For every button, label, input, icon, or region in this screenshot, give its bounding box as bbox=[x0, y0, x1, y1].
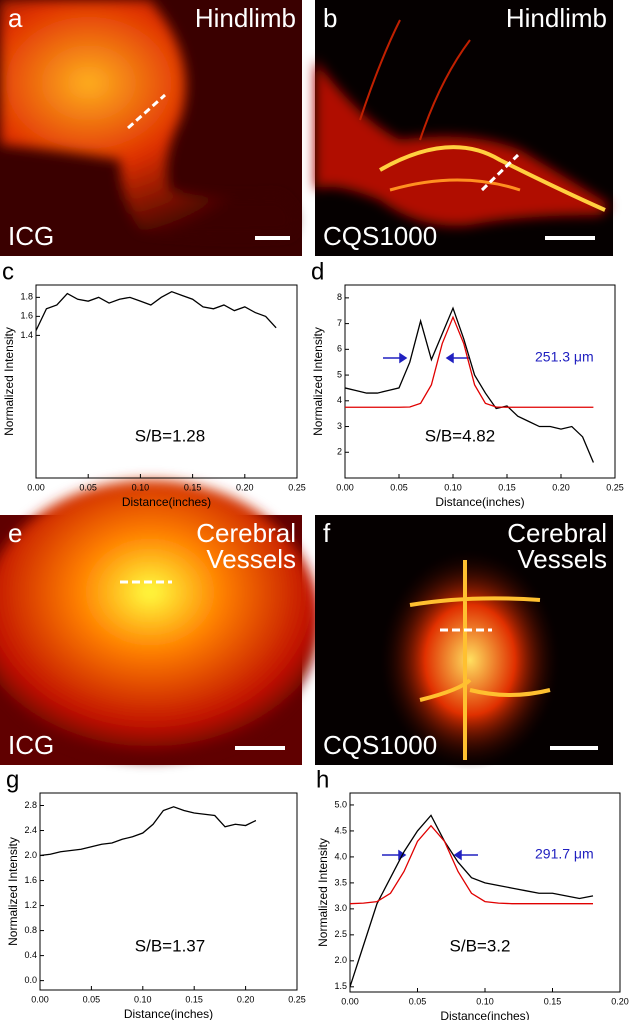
data-line bbox=[39, 806, 257, 857]
image-label: ICG bbox=[8, 221, 54, 251]
panel-letter: a bbox=[8, 3, 23, 33]
x-tick-label: 0.10 bbox=[134, 994, 152, 1004]
annotation: S/B=4.82 bbox=[425, 426, 495, 445]
y-tick-label: 1.4 bbox=[20, 330, 33, 340]
y-tick-label: 4 bbox=[337, 395, 342, 405]
image-b bbox=[315, 0, 613, 256]
x-tick-label: 0.20 bbox=[237, 994, 255, 1004]
x-tick-label: 0.10 bbox=[132, 482, 150, 492]
x-tick-label: 0.05 bbox=[79, 482, 97, 492]
y-tick-label: 4.0 bbox=[334, 851, 347, 861]
annotation: S/B=1.37 bbox=[135, 936, 205, 955]
plot-frame bbox=[35, 284, 298, 479]
data-line bbox=[349, 824, 593, 905]
y-tick-label: 2.0 bbox=[24, 850, 37, 860]
image-title: Hindlimb bbox=[506, 3, 607, 33]
x-tick-label: 0.25 bbox=[606, 482, 624, 492]
x-tick-label: 0.10 bbox=[476, 996, 494, 1006]
data-line bbox=[344, 306, 594, 463]
panel-letter: c bbox=[2, 258, 14, 285]
image-title: Vessels bbox=[517, 544, 607, 574]
panel-letter: g bbox=[6, 766, 19, 793]
x-axis-label: Distance(inches) bbox=[122, 495, 211, 509]
annotation: 291.7 μm bbox=[535, 846, 594, 862]
image-f bbox=[315, 515, 613, 770]
y-tick-label: 1.6 bbox=[24, 875, 37, 885]
y-axis-label: Normalized Intensity bbox=[6, 837, 20, 946]
annotation: 251.3 μm bbox=[535, 349, 594, 365]
y-tick-label: 5 bbox=[337, 369, 342, 379]
y-tick-label: 2 bbox=[337, 447, 342, 457]
y-tick-label: 1.2 bbox=[24, 900, 37, 910]
data-line bbox=[349, 814, 594, 988]
y-tick-label: 1.8 bbox=[20, 292, 33, 302]
image-title: Cerebral bbox=[507, 518, 607, 548]
image-title: Vessels bbox=[206, 544, 296, 574]
y-tick-label: 6 bbox=[337, 344, 342, 354]
image-title: Hindlimb bbox=[195, 3, 296, 33]
y-tick-label: 2.0 bbox=[334, 955, 347, 965]
x-axis-label: Distance(inches) bbox=[440, 1009, 529, 1020]
image-label: CQS1000 bbox=[323, 730, 437, 760]
y-axis-label: Normalized Intensity bbox=[316, 838, 330, 947]
x-axis-label: Distance(inches) bbox=[435, 495, 524, 509]
x-tick-label: 0.25 bbox=[288, 482, 306, 492]
image-a bbox=[0, 0, 302, 256]
plot-frame bbox=[39, 792, 298, 991]
y-tick-label: 3.0 bbox=[334, 903, 347, 913]
x-tick-label: 0.00 bbox=[336, 482, 354, 492]
image-e bbox=[0, 480, 320, 765]
y-tick-label: 4.5 bbox=[334, 825, 347, 835]
data-line bbox=[35, 290, 277, 331]
y-tick-label: 3 bbox=[337, 421, 342, 431]
x-tick-label: 0.10 bbox=[444, 482, 462, 492]
x-tick-label: 0.20 bbox=[236, 482, 254, 492]
y-tick-label: 2.5 bbox=[334, 929, 347, 939]
x-tick-label: 0.00 bbox=[341, 996, 359, 1006]
plot-frame bbox=[344, 284, 616, 479]
annotation: S/B=3.2 bbox=[450, 936, 511, 955]
x-axis-label: Distance(inches) bbox=[124, 1007, 213, 1020]
fwhm-arrows bbox=[382, 352, 478, 861]
y-tick-label: 0.0 bbox=[24, 975, 37, 985]
x-tick-label: 0.05 bbox=[409, 996, 427, 1006]
x-tick-label: 0.15 bbox=[498, 482, 516, 492]
x-tick-label: 0.15 bbox=[185, 994, 203, 1004]
y-tick-label: 3.5 bbox=[334, 877, 347, 887]
x-tick-label: 0.15 bbox=[544, 996, 562, 1006]
x-tick-label: 0.00 bbox=[31, 994, 49, 1004]
y-tick-label: 0.8 bbox=[24, 925, 37, 935]
y-tick-label: 8 bbox=[337, 292, 342, 302]
y-tick-label: 0.4 bbox=[24, 950, 37, 960]
y-axis-label: Normalized Intensity bbox=[2, 327, 16, 436]
panel-letter: b bbox=[323, 3, 337, 33]
y-axis-label: Normalized Intensity bbox=[311, 327, 325, 436]
y-tick-label: 2.4 bbox=[24, 825, 37, 835]
y-tick-label: 5.0 bbox=[334, 799, 347, 809]
image-title: Cerebral bbox=[196, 518, 296, 548]
y-tick-label: 7 bbox=[337, 318, 342, 328]
panel-letter: d bbox=[311, 258, 324, 285]
data-line bbox=[345, 315, 594, 408]
x-tick-label: 0.25 bbox=[288, 994, 306, 1004]
x-tick-label: 0.05 bbox=[390, 482, 408, 492]
x-tick-label: 0.00 bbox=[27, 482, 45, 492]
y-tick-label: 1.6 bbox=[20, 311, 33, 321]
x-tick-label: 0.20 bbox=[611, 996, 629, 1006]
image-label: CQS1000 bbox=[323, 221, 437, 251]
x-tick-label: 0.05 bbox=[83, 994, 101, 1004]
annotation: S/B=1.28 bbox=[135, 426, 205, 445]
y-tick-label: 2.8 bbox=[24, 800, 37, 810]
y-tick-label: 1.5 bbox=[334, 981, 347, 991]
image-label: ICG bbox=[8, 730, 54, 760]
x-tick-label: 0.20 bbox=[552, 482, 570, 492]
panel-letter: e bbox=[8, 518, 22, 548]
x-tick-label: 0.15 bbox=[184, 482, 202, 492]
panel-letter: h bbox=[316, 766, 329, 793]
panel-letter: f bbox=[323, 518, 331, 548]
